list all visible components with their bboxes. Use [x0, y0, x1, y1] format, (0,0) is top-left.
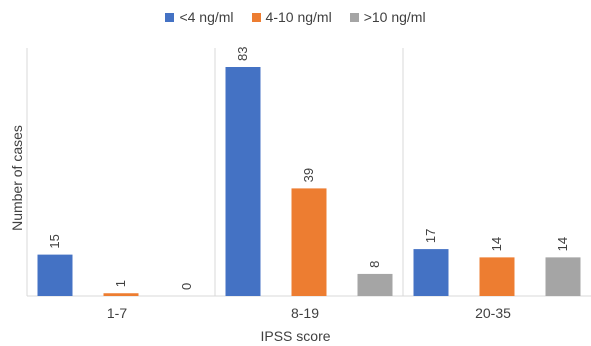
legend-swatch-series-1	[165, 12, 175, 22]
legend-label-series-2: 4-10 ng/ml	[265, 9, 332, 25]
data-label-1-7-series-1: 15	[47, 234, 62, 248]
bar-20-35-series-3	[545, 257, 581, 296]
legend-item-series-2: 4-10 ng/ml	[251, 9, 332, 25]
legend-swatch-series-3	[349, 12, 359, 22]
data-label-1-7-series-2: 1	[113, 280, 128, 287]
data-label-1-7-series-3: 0	[179, 283, 194, 290]
bar-8-19-series-3	[357, 273, 393, 296]
x-tick-label-20-35: 20-35	[475, 305, 511, 321]
legend-label-series-1: <4 ng/ml	[179, 9, 234, 25]
data-label-8-19-series-1: 83	[235, 47, 250, 61]
x-tick-label-1-7: 1-7	[107, 305, 127, 321]
bar-1-7-series-1	[37, 254, 73, 296]
data-label-20-35-series-3: 14	[555, 237, 570, 251]
data-label-8-19-series-3: 8	[367, 261, 382, 268]
x-axis-title: IPSS score	[260, 328, 331, 344]
data-label-8-19-series-2: 39	[301, 168, 316, 182]
bar-20-35-series-1	[413, 249, 449, 296]
data-label-20-35-series-1: 17	[423, 229, 438, 243]
bar-20-35-series-2	[479, 257, 515, 296]
x-tick-label-8-19: 8-19	[291, 305, 319, 321]
bar-8-19-series-2	[291, 188, 327, 296]
bar-1-7-series-2	[103, 293, 139, 296]
legend: <4 ng/ml 4-10 ng/ml >10 ng/ml	[0, 9, 591, 25]
legend-label-series-3: >10 ng/ml	[363, 9, 426, 25]
legend-swatch-series-2	[251, 12, 261, 22]
bar-8-19-series-1	[225, 67, 261, 296]
data-label-20-35-series-2: 14	[489, 237, 504, 251]
legend-item-series-3: >10 ng/ml	[349, 9, 426, 25]
legend-item-series-1: <4 ng/ml	[165, 9, 234, 25]
